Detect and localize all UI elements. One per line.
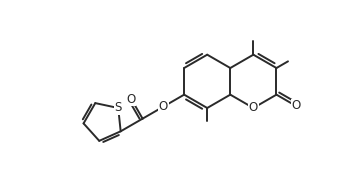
Text: S: S <box>115 102 122 114</box>
Text: O: O <box>249 102 258 114</box>
Text: O: O <box>291 99 301 112</box>
Text: O: O <box>159 100 168 113</box>
Text: O: O <box>127 93 136 106</box>
